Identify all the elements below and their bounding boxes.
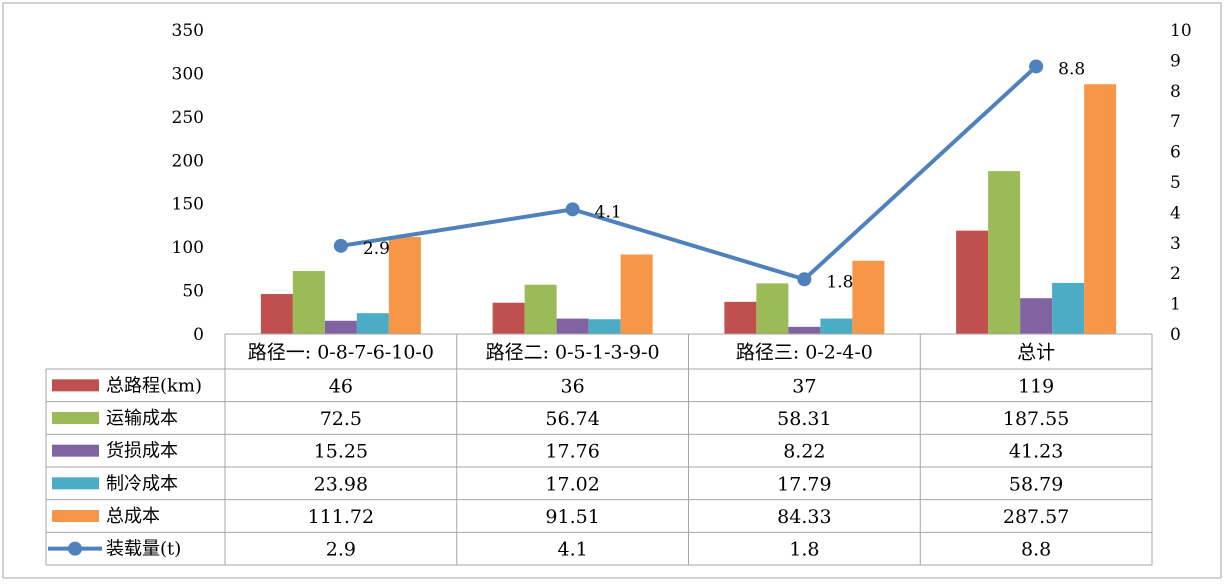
bar [324, 320, 357, 334]
y-left-tick-label: 300 [172, 64, 204, 84]
table-row-label: 制冷成本 [106, 473, 178, 494]
y-right-tick-label: 3 [1170, 234, 1181, 254]
bar-series [260, 84, 1117, 334]
bar [1020, 298, 1053, 334]
y-right-tick-label: 0 [1170, 325, 1181, 345]
bar [756, 283, 789, 334]
data-table: 路径一: 0-8-7-6-10-0 路径二: 0-5-1-3-9-0 路径三: 0-… [45, 333, 1153, 566]
table-row-label: 装载量(t) [106, 539, 181, 560]
y-left-tick-label: 50 [182, 282, 204, 302]
legend-key [52, 477, 99, 490]
bar [1052, 282, 1085, 334]
y-left-tick-label: 350 [172, 21, 204, 41]
legend-key [52, 510, 99, 523]
table-cell: 15.25 [314, 441, 368, 463]
left-axis: 0 50 100 150 200 250 300 350 [172, 21, 204, 345]
line-series: 2.9 4.1 1.8 8.8 [333, 59, 1085, 292]
table-cell: 41.23 [1009, 441, 1063, 463]
table-cell: 58.31 [777, 408, 831, 430]
bar [820, 318, 853, 334]
table-cell: 56.74 [545, 408, 599, 430]
table-cell: 17.02 [545, 473, 599, 495]
y-right-tick-label: 9 [1170, 51, 1181, 71]
table-cell: 46 [329, 375, 353, 397]
y-left-tick-label: 200 [172, 151, 204, 171]
x-category-label: 路径二: 0-5-1-3-9-0 [486, 342, 660, 364]
legend-key [52, 412, 99, 425]
y-left-tick-label: 250 [172, 108, 204, 128]
bar [556, 318, 589, 334]
table-cell: 111.72 [308, 506, 374, 528]
x-category-label: 路径三: 0-2-4-0 [736, 342, 873, 364]
y-right-tick-label: 7 [1170, 112, 1181, 132]
y-right-tick-label: 6 [1170, 143, 1181, 163]
bar [524, 284, 557, 334]
table-cell: 287.57 [1003, 506, 1069, 528]
y-right-tick-label: 8 [1170, 82, 1181, 102]
y-right-tick-label: 5 [1170, 173, 1181, 193]
y-right-tick-label: 1 [1170, 295, 1181, 315]
table-cell: 4.1 [558, 539, 588, 561]
bar [724, 301, 757, 334]
bar [260, 294, 293, 334]
bar [588, 319, 621, 334]
table-cell: 72.5 [320, 408, 362, 430]
bar [388, 236, 421, 334]
line-path [340, 65, 1038, 282]
bar [620, 254, 653, 334]
bar [988, 171, 1021, 334]
table-cell: 8.8 [1021, 539, 1051, 561]
line-point [565, 202, 580, 217]
table-cell: 17.76 [545, 441, 599, 463]
bar [1084, 84, 1117, 334]
bar [356, 313, 389, 334]
table-cell: 119 [1018, 375, 1054, 397]
table-row-label: 货损成本 [106, 441, 178, 462]
table-cell: 8.22 [783, 441, 825, 463]
bar [492, 302, 525, 334]
line-point [333, 238, 348, 253]
table-cell: 2.9 [326, 539, 356, 561]
y-left-tick-label: 100 [172, 238, 204, 258]
table-cell: 58.79 [1009, 473, 1063, 495]
table-cell: 37 [792, 375, 816, 397]
table-cell: 1.8 [789, 539, 819, 561]
legend-key [52, 444, 99, 457]
y-left-tick-label: 0 [193, 325, 204, 345]
bar [788, 326, 821, 334]
line-data-label: 2.9 [363, 239, 390, 259]
y-right-tick-label: 10 [1170, 21, 1192, 41]
line-point [797, 272, 812, 287]
table-row-label: 运输成本 [106, 408, 178, 429]
table-cell: 23.98 [314, 473, 368, 495]
y-left-tick-label: 150 [172, 195, 204, 215]
legend-key [52, 379, 99, 392]
x-category-label: 总计 [1017, 342, 1055, 364]
bar [292, 271, 325, 334]
table-row-label: 总路程(km) [106, 375, 202, 396]
table-cell: 187.55 [1003, 408, 1069, 430]
line-point [1029, 59, 1044, 74]
y-right-tick-label: 2 [1170, 264, 1181, 284]
table-cell: 17.79 [777, 473, 831, 495]
bar [852, 260, 885, 334]
table-cell: 36 [561, 375, 585, 397]
y-right-tick-label: 4 [1170, 203, 1181, 223]
line-data-label: 8.8 [1058, 59, 1085, 79]
legend-key [68, 541, 82, 556]
table-cell: 91.51 [545, 506, 599, 528]
line-data-label: 4.1 [595, 202, 622, 222]
bar [956, 230, 989, 334]
table-row-label: 总成本 [106, 506, 160, 527]
right-axis: 0 1 2 3 4 5 6 7 8 9 10 [1170, 21, 1192, 345]
x-category-label: 路径一: 0-8-7-6-10-0 [248, 342, 434, 364]
table-cell: 84.33 [777, 506, 831, 528]
line-data-label: 1.8 [826, 272, 853, 292]
